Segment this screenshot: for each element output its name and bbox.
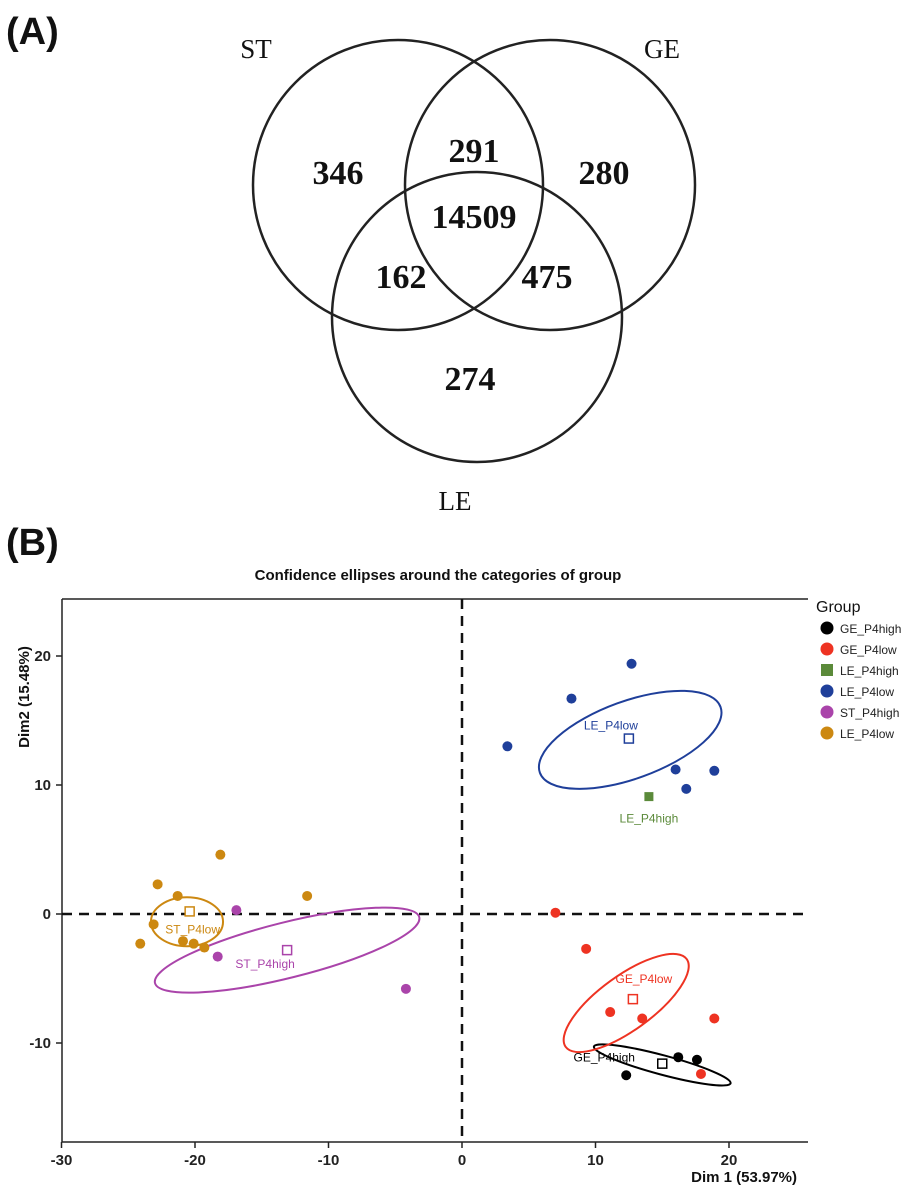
legend-label: LE_P4low [840, 685, 894, 699]
data-point [644, 792, 654, 802]
legend-swatch [820, 705, 834, 719]
data-point [231, 905, 242, 916]
y-axis-label: Dim2 (15.48%) [16, 646, 33, 748]
scatter-chart: Confidence ellipses around the categorie… [16, 567, 901, 1186]
confidence-ellipse [537, 689, 723, 790]
centroid-labels: GE_P4high GE_P4low LE_P4high LE_P4low ST_P4h… [165, 719, 678, 1065]
centroid-label: ST_P4low [165, 922, 220, 936]
centroid-marker [184, 906, 195, 917]
venn-count-le-only: 274 [445, 361, 496, 398]
centroid-label: ST_P4high [235, 957, 294, 971]
data-point [691, 1054, 702, 1065]
data-point [502, 741, 513, 752]
data-point [637, 1013, 648, 1024]
legend: Group GE_P4high GE_P4low LE_P4high LE_P4low… [816, 599, 901, 741]
centroid-label: LE_P4low [584, 719, 638, 733]
venn-set-label-st: ST [240, 34, 272, 64]
panel-b-label: (B) [6, 522, 59, 564]
x-tick-label: 0 [458, 1152, 466, 1169]
data-point [709, 765, 720, 776]
data-point [566, 693, 577, 704]
chart-title: Confidence ellipses around the categorie… [255, 567, 622, 584]
data-point [199, 942, 210, 953]
data-point [177, 936, 188, 947]
data-point [135, 938, 146, 949]
y-tick-label: 10 [34, 777, 51, 794]
venn-count-st-ge: 291 [449, 133, 500, 170]
data-point [709, 1013, 720, 1024]
venn-count-all: 14509 [432, 199, 517, 236]
venn-set-label-le: LE [439, 486, 472, 516]
centroid-marker [657, 1058, 668, 1069]
data-point [621, 1070, 632, 1081]
centroid-label: GE_P4high [574, 1051, 635, 1065]
legend-swatch [821, 664, 833, 676]
confidence-ellipse [562, 952, 690, 1054]
x-tick-label: 20 [721, 1152, 738, 1169]
y-tick-label: 20 [34, 648, 51, 665]
centroid-label: GE_P4low [616, 972, 673, 986]
data-point [172, 890, 183, 901]
x-axis-label: Dim 1 (53.97%) [691, 1169, 797, 1186]
group-centroids [184, 733, 668, 1069]
venn-count-st-le: 162 [376, 259, 427, 296]
data-point [550, 907, 561, 918]
data-point [148, 919, 159, 930]
data-points [135, 658, 720, 1081]
data-point [188, 938, 199, 949]
data-point [400, 983, 411, 994]
centroid-marker [623, 733, 635, 744]
y-tick-label: 0 [43, 906, 51, 923]
data-point [302, 890, 313, 901]
data-point [581, 943, 592, 954]
data-point [681, 783, 692, 794]
confidence-ellipse [592, 1043, 732, 1087]
data-point [670, 764, 681, 775]
venn-diagram: ST GE LE 346 291 280 14509 162 475 274 [240, 34, 697, 516]
centroid-marker [281, 944, 293, 956]
legend-swatch [820, 684, 834, 698]
x-tick-label: -30 [51, 1152, 73, 1169]
legend-label: ST_P4high [840, 706, 899, 720]
venn-count-ge-only: 280 [579, 155, 630, 192]
data-point [152, 879, 163, 890]
x-tick-label: -20 [184, 1152, 206, 1169]
venn-circle-ge [403, 38, 697, 332]
data-point [626, 658, 637, 669]
centroid-marker [627, 993, 639, 1005]
x-tick-label: 10 [587, 1152, 604, 1169]
legend-swatch [820, 642, 834, 656]
legend-swatch [820, 726, 834, 740]
y-axis-ticks: -10 0 10 20 [29, 648, 62, 1052]
confidence-ellipse [153, 906, 421, 994]
venn-circle-le [330, 170, 624, 464]
data-point [212, 951, 223, 962]
data-point [605, 1007, 616, 1018]
x-axis-ticks: -30 -20 -10 0 10 20 [51, 1142, 738, 1169]
centroid-label: LE_P4high [620, 812, 679, 826]
legend-label: LE_P4low [840, 727, 894, 741]
data-point [215, 849, 226, 860]
legend-title: Group [816, 599, 861, 616]
legend-label: LE_P4high [840, 664, 899, 678]
data-point [695, 1068, 706, 1079]
panel-a-label: (A) [6, 11, 59, 53]
venn-count-ge-le: 475 [522, 259, 573, 296]
legend-label: GE_P4low [840, 643, 897, 657]
venn-circle-st [251, 38, 545, 332]
y-tick-label: -10 [29, 1035, 51, 1052]
data-point [673, 1052, 684, 1063]
confidence-ellipses [149, 689, 732, 1087]
legend-label: GE_P4high [840, 622, 901, 636]
legend-swatch [820, 621, 834, 635]
x-tick-label: -10 [318, 1152, 340, 1169]
venn-set-label-ge: GE [644, 34, 680, 64]
venn-count-st-only: 346 [313, 155, 364, 192]
